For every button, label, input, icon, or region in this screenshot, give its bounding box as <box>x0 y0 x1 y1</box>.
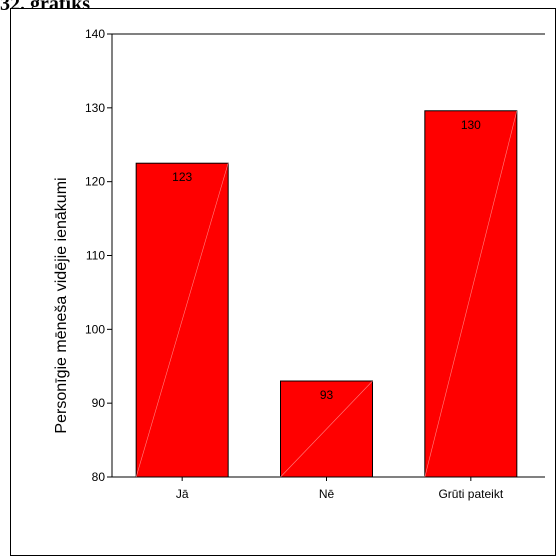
bar-diagonal <box>280 380 373 478</box>
y-tick-label: 100 <box>85 322 105 336</box>
bar-data-label: 123 <box>172 170 192 184</box>
y-tick-label: 90 <box>92 396 106 410</box>
chart-bars <box>135 110 518 478</box>
chart-axes: 80 90 100 110 120 130 140 Personīgie mēneša vid… <box>53 27 545 484</box>
y-tick-label: 140 <box>85 27 105 41</box>
y-tick-label: 130 <box>85 101 105 115</box>
x-tick-label: Nē <box>319 487 335 501</box>
bar-data-label: 130 <box>461 118 481 132</box>
y-tick-label: 110 <box>86 249 105 263</box>
y-tick-label: 80 <box>92 470 106 484</box>
bar-data-label: 93 <box>320 388 334 402</box>
bar-diagonal <box>135 163 229 478</box>
y-tick-label: 120 <box>85 175 105 189</box>
bar-diagonal <box>424 110 518 478</box>
x-tick-label: Jā <box>176 487 189 501</box>
x-tick-label: Grūti pateikt <box>438 487 503 501</box>
chart-labels: 123 Jā 93 Nē 130 Grūti pateikt <box>172 118 504 501</box>
y-axis-title: Personīgie mēneša vidējie ienākumi <box>53 177 70 433</box>
